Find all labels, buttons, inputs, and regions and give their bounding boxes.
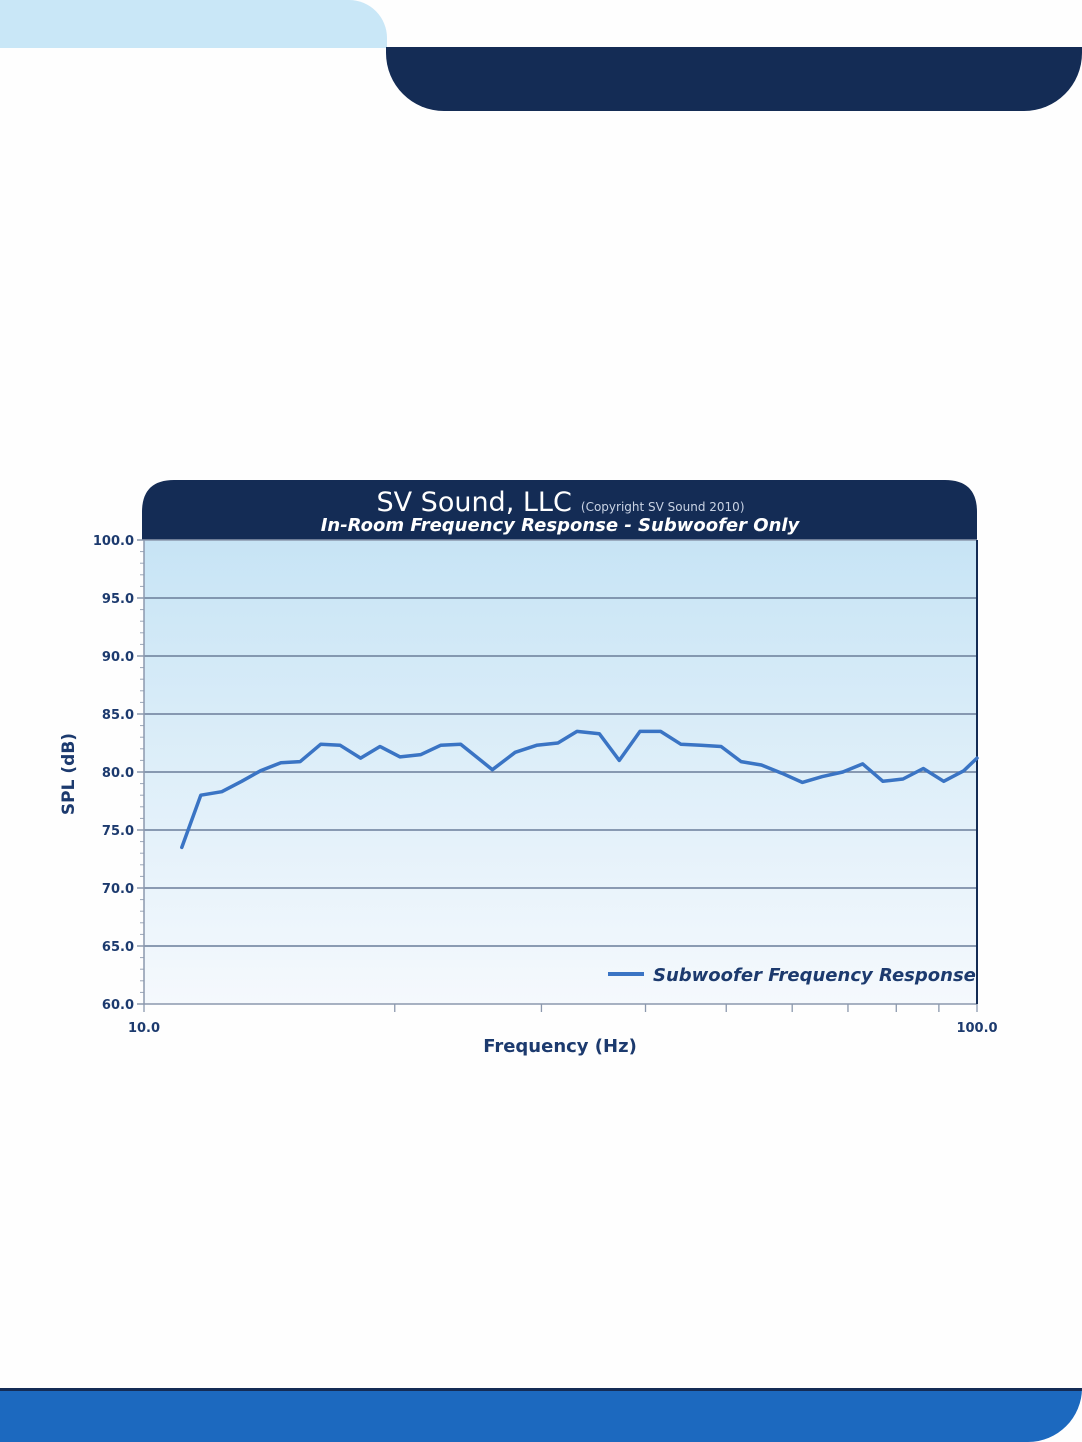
chart-title: SV Sound, LLC (Copyright SV Sound 2010) <box>376 487 744 518</box>
series-line <box>180 729 979 850</box>
legend: Subwoofer Frequency Response <box>608 965 976 986</box>
y-tick-label: 75.0 <box>102 824 134 839</box>
x-tick-label: 100.0 <box>956 1021 997 1036</box>
series-layer <box>180 729 979 850</box>
header-tab-light <box>0 0 387 48</box>
x-tick-labels: 10.0 100.0 <box>128 1021 998 1036</box>
y-tick-label: 80.0 <box>102 766 134 781</box>
chart-subtitle: In-Room Frequency Response - Subwoofer O… <box>321 515 801 536</box>
y-axis-title: SPL (dB) <box>59 733 79 815</box>
chart-copyright-text: (Copyright SV Sound 2010) <box>581 500 745 514</box>
x-tick-label: 10.0 <box>128 1021 160 1036</box>
y-tick-label: 85.0 <box>102 708 134 723</box>
y-tick-label: 65.0 <box>102 940 134 955</box>
legend-label: Subwoofer Frequency Response <box>653 965 976 986</box>
footer-band <box>0 1388 1082 1442</box>
y-tick-label: 70.0 <box>102 882 134 897</box>
header-band-dark <box>386 47 1082 111</box>
y-tick-label: 95.0 <box>102 592 134 607</box>
chart-svg: 100.0 95.0 90.0 85.0 80.0 75.0 70.0 65.0 60.0 10… <box>59 480 998 1057</box>
frequency-response-chart: 100.0 95.0 90.0 85.0 80.0 75.0 70.0 65.0 60.0 10… <box>52 478 1002 1070</box>
y-tick-label: 100.0 <box>93 534 134 549</box>
x-axis-title: Frequency (Hz) <box>483 1036 637 1057</box>
y-tick-label: 60.0 <box>102 998 134 1013</box>
y-tick-label: 90.0 <box>102 650 134 665</box>
chart-title-text: SV Sound, LLC <box>376 487 571 518</box>
y-tick-labels: 100.0 95.0 90.0 85.0 80.0 75.0 70.0 65.0 60.0 <box>93 534 134 1013</box>
x-ticks <box>143 1004 978 1012</box>
chart-title-banner <box>142 480 977 540</box>
